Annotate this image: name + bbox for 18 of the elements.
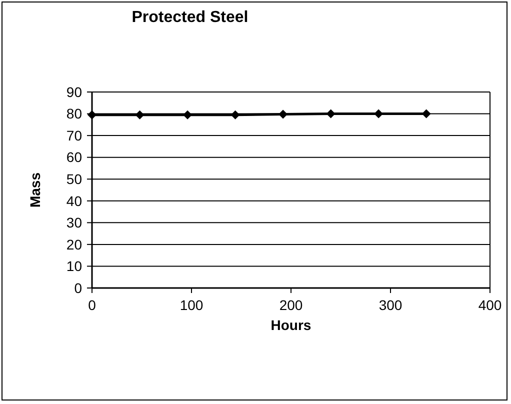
y-tick-label: 50 [66,171,82,188]
y-tick-label: 60 [66,149,82,166]
y-tick-label: 20 [66,236,82,252]
x-tick-label: 0 [88,297,96,313]
y-tick-label: 0 [74,280,82,296]
y-tick-label: 30 [66,214,82,231]
chart-title: Protected Steel [132,9,248,26]
x-axis-title: Hours [270,317,312,333]
y-tick-label: 70 [66,127,82,144]
y-tick-label: 90 [66,84,82,100]
x-tick-label: 400 [478,297,502,313]
x-tick-label: 200 [279,297,303,313]
y-tick-label: 10 [66,258,82,274]
x-tick-label: 100 [180,297,204,313]
y-axis-title: Mass [27,172,43,208]
y-tick-label: 80 [66,106,82,122]
y-tick-label: 40 [66,192,82,209]
x-tick-label: 300 [378,297,402,313]
